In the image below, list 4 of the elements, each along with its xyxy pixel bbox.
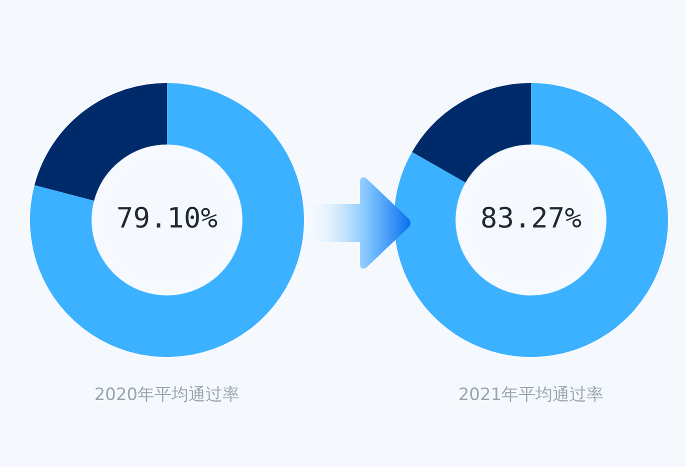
text: 2021年平均通过率 [457, 384, 605, 406]
text: 2020年平均通过率 [93, 384, 241, 406]
data-label: 79.10% [116, 201, 218, 234]
data-label: 83.27% [480, 201, 582, 234]
